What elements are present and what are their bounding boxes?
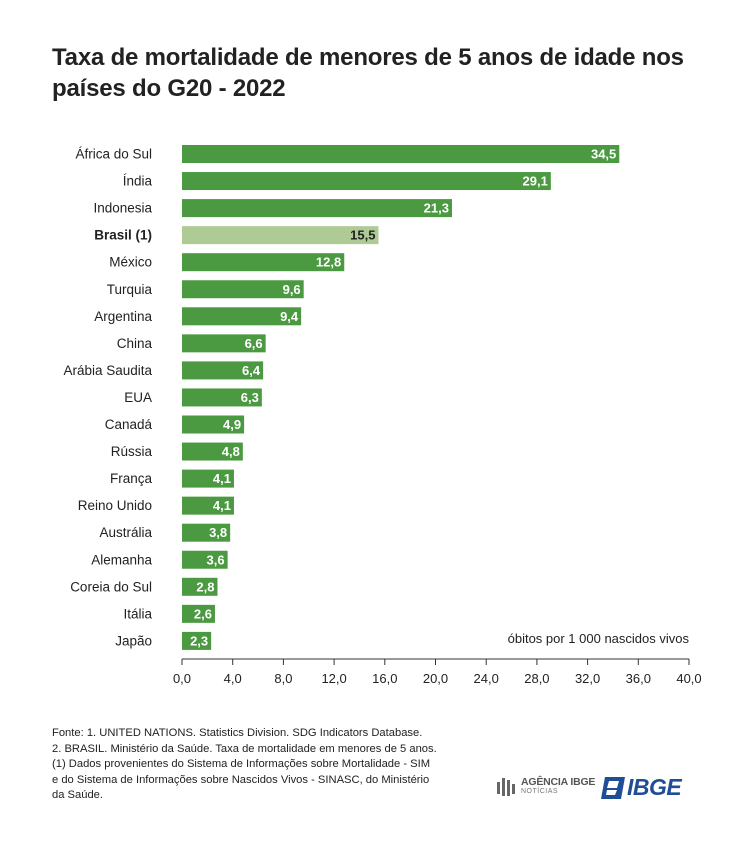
x-tick-label: 12,0 (321, 671, 346, 686)
data-label: 6,6 (245, 336, 263, 351)
x-tick-label: 8,0 (274, 671, 292, 686)
data-label: 9,4 (280, 309, 299, 324)
data-label: 2,6 (194, 606, 212, 621)
data-label: 6,3 (241, 390, 259, 405)
bar (182, 253, 345, 272)
agencia-ibge-logo: AGÊNCIA IBGE NOTÍCIAS (497, 774, 595, 800)
category-label: França (110, 471, 153, 486)
category-label: Brasil (1) (94, 228, 152, 243)
data-label: 15,5 (350, 228, 375, 243)
ibge-logo: IBGE (601, 774, 682, 801)
bar (182, 415, 245, 434)
bar (182, 523, 231, 542)
bar (182, 388, 262, 407)
bar (182, 361, 264, 380)
data-label: 3,6 (207, 552, 225, 567)
data-label: 21,3 (424, 201, 449, 216)
bar (182, 307, 302, 326)
bar (182, 334, 266, 353)
ibge-logo-text: IBGE (627, 774, 682, 800)
category-label: Itália (123, 606, 152, 621)
data-label: 9,6 (283, 282, 301, 297)
category-label: Turquia (107, 282, 153, 297)
category-label: Arábia Saudita (63, 363, 152, 378)
category-label: Japão (115, 633, 152, 648)
category-label: Austrália (99, 525, 152, 540)
x-tick-label: 20,0 (423, 671, 448, 686)
bar-chart: África do Sul 34,5 Índia 29,1 Indonesia 21,3 B… (63, 145, 702, 686)
x-tick-label: 32,0 (575, 671, 600, 686)
footer-notes: Fonte: 1. UNITED NATIONS. Statistics Div… (52, 726, 452, 804)
category-label: México (109, 255, 152, 270)
category-label: Reino Unido (78, 498, 152, 513)
data-label: 12,8 (316, 255, 341, 270)
category-label: Indonesia (93, 201, 152, 216)
x-tick-label: 4,0 (224, 671, 242, 686)
agencia-ibge-logo-icon (497, 778, 515, 796)
category-label: Argentina (94, 309, 152, 324)
bar (182, 145, 620, 163)
bar (182, 496, 234, 515)
x-tick-label: 40,0 (676, 671, 701, 686)
bar (182, 604, 215, 623)
x-tick-label: 0,0 (173, 671, 191, 686)
x-tick-label: 36,0 (626, 671, 651, 686)
bar (182, 469, 234, 488)
data-label: 34,5 (591, 147, 616, 162)
agencia-logo-text: AGÊNCIA IBGE (521, 776, 596, 788)
bar (182, 226, 379, 245)
bar (182, 172, 551, 191)
data-label: 2,3 (190, 633, 208, 648)
category-label: Alemanha (91, 552, 152, 567)
category-label: China (117, 336, 153, 351)
category-label: Canadá (105, 417, 153, 432)
footer-line: 2. BRASIL. Ministério da Saúde. Taxa de … (52, 742, 437, 755)
agencia-logo-subtext: NOTÍCIAS (521, 788, 559, 795)
footer-line: Fonte: 1. UNITED NATIONS. Statistics Div… (52, 727, 423, 739)
data-label: 6,4 (242, 363, 261, 378)
bar (182, 550, 228, 569)
bar (182, 280, 304, 299)
bar (182, 577, 218, 596)
x-tick-label: 28,0 (524, 671, 549, 686)
category-label: EUA (124, 390, 152, 405)
data-label: 4,1 (213, 498, 231, 513)
bar (182, 631, 212, 650)
category-label: Coreia do Sul (70, 579, 152, 594)
category-label: Índia (123, 174, 153, 189)
chart-title: Taxa de mortalidade de menores de 5 anos… (52, 44, 684, 102)
data-label: 3,8 (209, 525, 227, 540)
data-label: 2,8 (196, 579, 214, 594)
footer-line: e do Sistema de Informações sobre Nascid… (52, 773, 430, 786)
footer-line: (1) Dados provenientes do Sistema de Inf… (52, 758, 431, 770)
data-label: 29,1 (523, 174, 548, 189)
data-label: 4,1 (213, 471, 231, 486)
x-tick-label: 16,0 (372, 671, 397, 686)
category-label: Rússia (111, 444, 153, 459)
category-label: África do Sul (75, 147, 152, 162)
bar (182, 199, 452, 218)
footer-line: da Saúde. (52, 789, 104, 801)
ibge-logo-icon (601, 776, 625, 799)
data-label: 4,8 (222, 444, 240, 459)
data-label: 4,9 (223, 417, 241, 432)
logos: AGÊNCIA IBGE NOTÍCIAS IBGE (497, 772, 702, 802)
bar (182, 442, 243, 461)
x-tick-label: 24,0 (474, 671, 499, 686)
unit-note: óbitos por 1 000 nascidos vivos (508, 631, 690, 646)
